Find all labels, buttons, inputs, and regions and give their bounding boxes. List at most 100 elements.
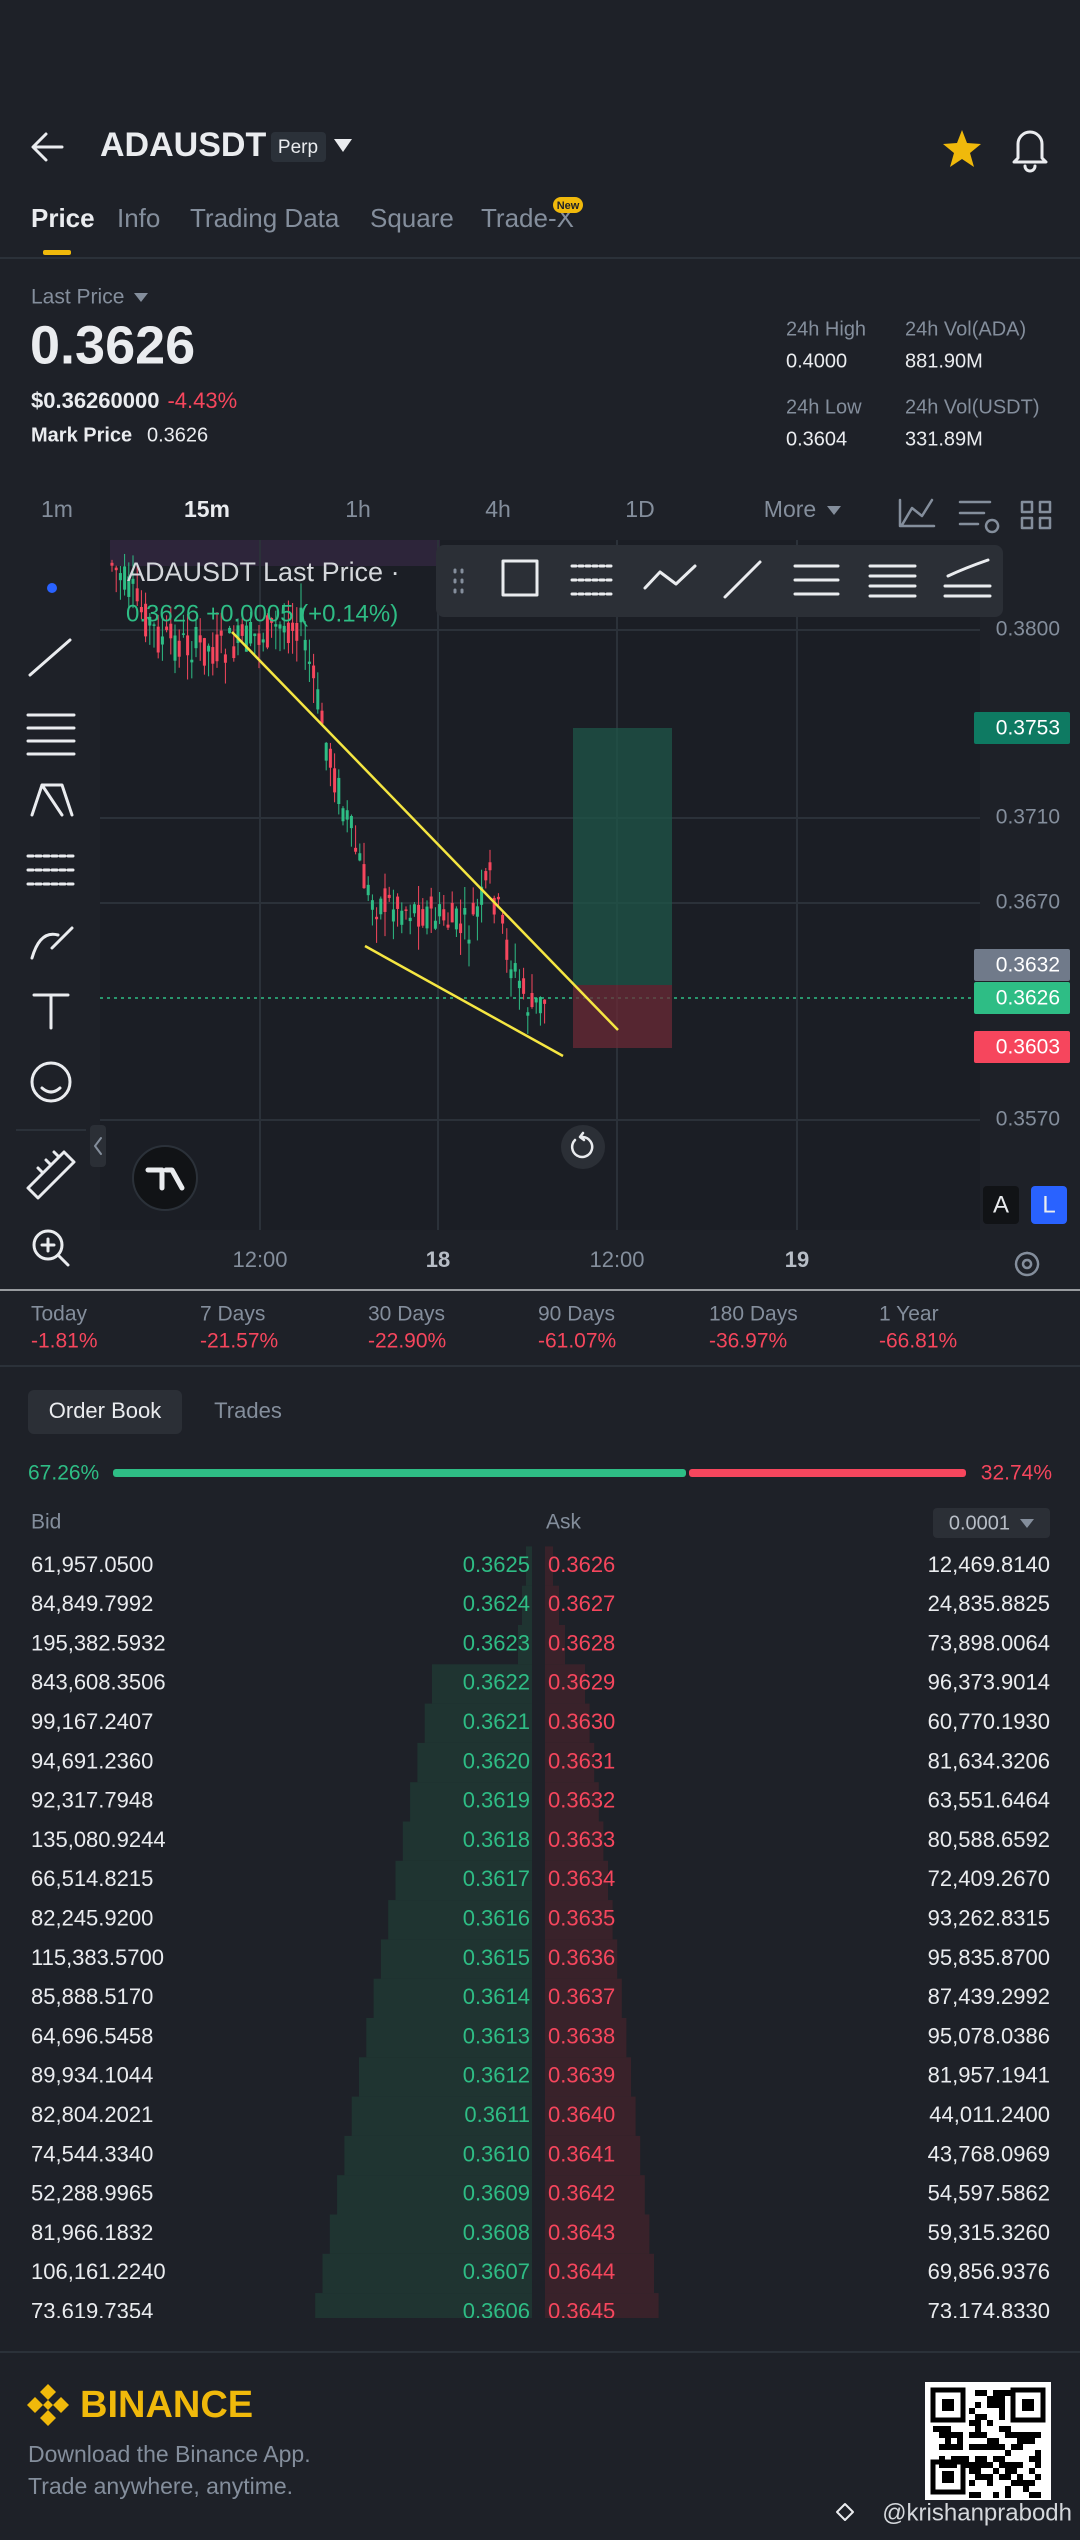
ask-price[interactable]: 0.3635 (548, 1906, 615, 1931)
measure-tool[interactable] (26, 1150, 76, 1200)
brush-tool[interactable] (30, 926, 74, 960)
ask-price[interactable]: 0.3643 (548, 2220, 615, 2245)
indicator-icon[interactable] (898, 498, 936, 528)
period-label[interactable]: 30 Days (368, 1303, 445, 1326)
ask-price[interactable]: 0.3639 (548, 2063, 615, 2088)
candle-body (442, 909, 446, 921)
period-label[interactable]: 1 Year (879, 1303, 939, 1326)
prediction-tool[interactable] (26, 854, 76, 886)
tool-line[interactable] (723, 560, 762, 599)
ask-price[interactable]: 0.3626 (548, 1552, 615, 1577)
bid-price[interactable]: 0.3613 (463, 2023, 530, 2048)
bid-price[interactable]: 0.3619 (463, 1788, 530, 1813)
loss-zone[interactable] (573, 985, 672, 1048)
trendline-upper[interactable] (231, 631, 619, 1031)
favorite-star[interactable] (943, 130, 981, 167)
ask-price[interactable]: 0.3638 (548, 2023, 615, 2048)
ask-price[interactable]: 0.3645 (548, 2299, 615, 2324)
trades-tab[interactable]: Trades (214, 1398, 282, 1423)
ask-price[interactable]: 0.3644 (548, 2259, 615, 2284)
fib-tool[interactable] (26, 713, 76, 756)
tool-fan[interactable] (943, 558, 992, 598)
line-tool[interactable] (28, 638, 72, 677)
reset-button[interactable] (561, 1125, 605, 1169)
bid-price[interactable]: 0.3614 (463, 1984, 530, 2009)
bid-price[interactable]: 0.3609 (463, 2181, 530, 2206)
period-label[interactable]: 90 Days (538, 1303, 615, 1326)
zoom-tool[interactable] (32, 1229, 64, 1261)
precision-select[interactable] (933, 1508, 1050, 1538)
tool-fib[interactable] (570, 564, 614, 596)
settings-icon[interactable] (958, 500, 1000, 534)
timeframe[interactable]: 1m (41, 496, 73, 522)
ask-price[interactable]: 0.3627 (548, 1591, 615, 1616)
drag-handle[interactable] (453, 568, 464, 594)
bid-price[interactable]: 0.3608 (463, 2220, 530, 2245)
ask-price[interactable]: 0.3641 (548, 2141, 615, 2166)
tool-rect[interactable] (501, 559, 539, 597)
ask-price[interactable]: 0.3631 (548, 1748, 615, 1773)
layout-icon[interactable] (1020, 500, 1052, 530)
timeframe[interactable]: More (764, 496, 816, 522)
candle-body (391, 909, 395, 922)
tool-path[interactable] (643, 564, 697, 590)
profit-zone[interactable] (573, 728, 672, 985)
log-scale-button[interactable] (1031, 1186, 1067, 1224)
tab[interactable]: Square (370, 203, 454, 233)
period-label[interactable]: 7 Days (200, 1303, 265, 1326)
emoji-tool[interactable] (30, 1061, 72, 1103)
chart-settings[interactable] (1014, 1251, 1040, 1277)
ask-price[interactable]: 0.3634 (548, 1866, 615, 1891)
ask-price[interactable]: 0.3632 (548, 1788, 615, 1813)
ask-price[interactable]: 0.3640 (548, 2102, 615, 2127)
timeframe[interactable]: 1D (625, 496, 654, 522)
bid-price[interactable]: 0.3607 (463, 2259, 530, 2284)
bid-depth (373, 1978, 532, 2018)
auto-scale-button[interactable] (983, 1186, 1019, 1224)
last-price-label[interactable]: Last Price (31, 286, 124, 309)
pattern-tool[interactable] (30, 783, 74, 817)
order-book-tab[interactable] (28, 1390, 182, 1434)
ask-price[interactable]: 0.3637 (548, 1984, 615, 2009)
ask-price[interactable]: 0.3629 (548, 1670, 615, 1695)
bid-price[interactable]: 0.3615 (463, 1945, 530, 1970)
trendline-lower[interactable] (364, 944, 564, 1058)
bid-price[interactable]: 0.3618 (463, 1827, 530, 1852)
bid-price[interactable]: 0.3617 (463, 1866, 530, 1891)
back-button[interactable] (31, 132, 64, 162)
tab[interactable]: Price (31, 203, 95, 233)
timeframe[interactable]: 1h (345, 496, 371, 522)
collapse-toolbar[interactable] (90, 1125, 106, 1167)
symbol-dropdown[interactable] (334, 139, 352, 152)
tab[interactable]: Trading Data (190, 203, 340, 233)
bid-price[interactable]: 0.3611 (464, 2102, 530, 2127)
bid-price[interactable]: 0.3606 (463, 2299, 530, 2324)
period-label[interactable]: Today (31, 1303, 88, 1326)
ask-price[interactable]: 0.3630 (548, 1709, 615, 1734)
bid-price[interactable]: 0.3625 (463, 1552, 530, 1577)
bid-price[interactable]: 0.3621 (463, 1709, 530, 1734)
tab[interactable]: Info (117, 203, 160, 233)
bid-price[interactable]: 0.3616 (463, 1906, 530, 1931)
qr-finder (1010, 2387, 1046, 2423)
tradingview-logo[interactable] (132, 1145, 198, 1211)
ask-price[interactable]: 0.3642 (548, 2181, 615, 2206)
ask-price[interactable]: 0.3633 (548, 1827, 615, 1852)
notification-bell[interactable] (1012, 130, 1048, 173)
timeframe[interactable]: 15m (184, 496, 230, 522)
bid-price[interactable]: 0.3623 (463, 1630, 530, 1655)
bid-price[interactable]: 0.3624 (463, 1591, 530, 1616)
bid-price[interactable]: 0.3620 (463, 1748, 530, 1773)
bid-price[interactable]: 0.3622 (463, 1670, 530, 1695)
tool-levels[interactable] (868, 564, 917, 598)
qr-module (1023, 2486, 1029, 2492)
cursor-tool[interactable] (47, 583, 57, 593)
ask-price[interactable]: 0.3628 (548, 1630, 615, 1655)
tool-channel[interactable] (793, 564, 840, 596)
bid-price[interactable]: 0.3610 (463, 2141, 530, 2166)
ask-price[interactable]: 0.3636 (548, 1945, 615, 1970)
timeframe[interactable]: 4h (485, 496, 511, 522)
text-tool[interactable] (32, 993, 70, 1030)
period-label[interactable]: 180 Days (709, 1303, 798, 1326)
bid-price[interactable]: 0.3612 (463, 2063, 530, 2088)
